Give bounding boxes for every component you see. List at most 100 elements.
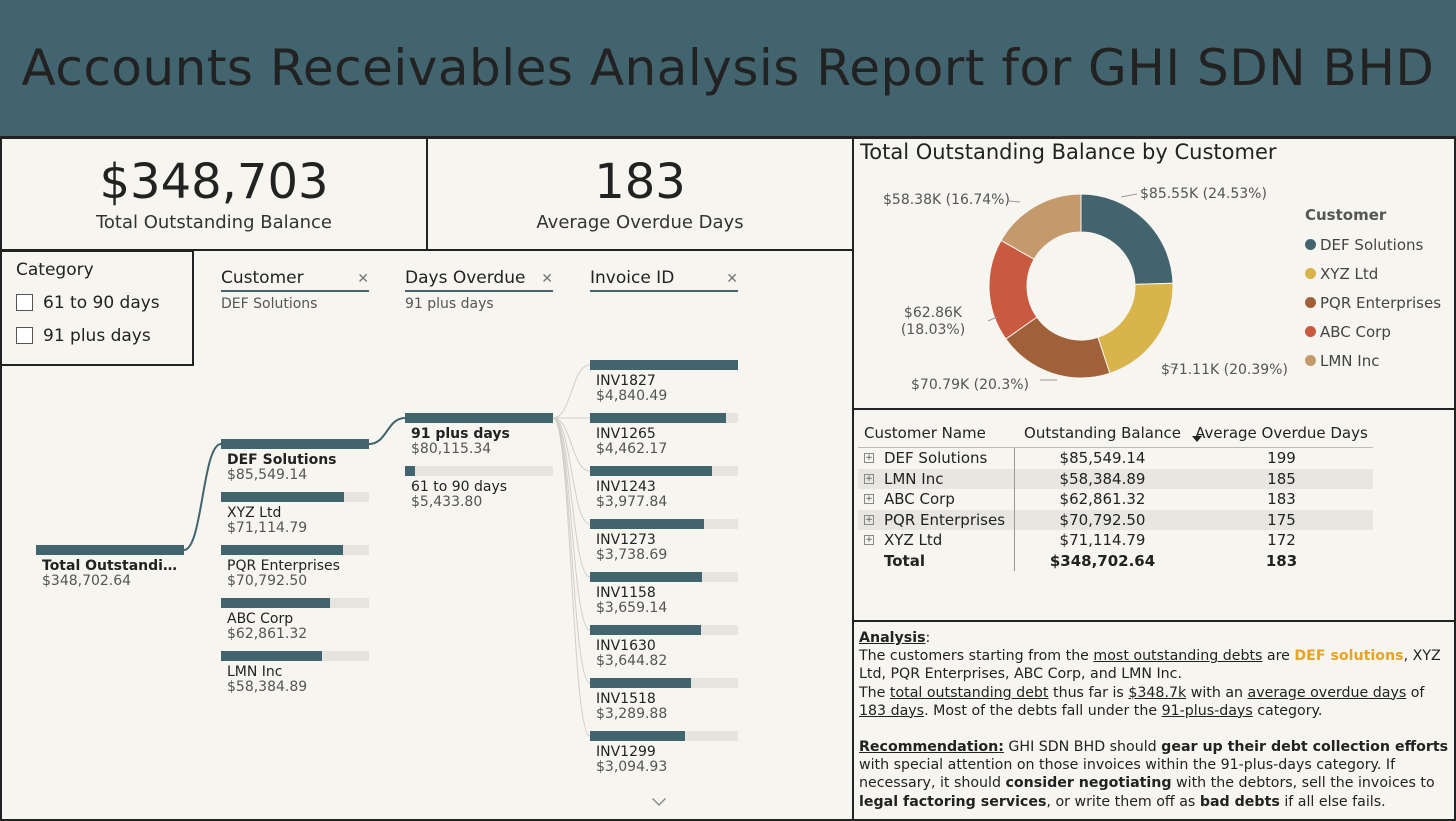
bar-fill [590, 572, 702, 582]
expand-icon[interactable]: + [864, 535, 874, 546]
text: of [1406, 684, 1425, 701]
legend-item[interactable]: ABC Corp [1305, 317, 1441, 346]
tree-node-days[interactable]: 61 to 90 days $5,433.80 [405, 466, 553, 510]
tree-node-invoice[interactable]: INV1630 $3,644.82 [590, 625, 738, 669]
tree-node-invoice[interactable]: INV1273 $3,738.69 [590, 519, 738, 563]
bar-fill [590, 678, 691, 688]
slicer-option[interactable]: 91 plus days [16, 319, 178, 352]
tree-node-customer[interactable]: LMN Inc $58,384.89 [221, 651, 369, 695]
legend-item[interactable]: PQR Enterprises [1305, 288, 1441, 317]
bar-track [221, 492, 369, 502]
table-row[interactable]: + PQR Enterprises $70,792.50 175 [858, 509, 1373, 530]
close-icon[interactable]: ✕ [541, 271, 553, 287]
expand-icon[interactable]: + [864, 453, 874, 464]
expand-icon[interactable]: + [864, 494, 874, 505]
report-title: Accounts Receivables Analysis Report for… [21, 39, 1435, 97]
tree-node-customer[interactable]: DEF Solutions $85,549.14 [221, 439, 369, 483]
kpi-card-overdue-days: 183 Average Overdue Days [426, 137, 854, 251]
tree-node-invoice[interactable]: INV1265 $4,462.17 [590, 413, 738, 457]
node-label: 91 plus days [411, 427, 510, 442]
kpi-label: Total Outstanding Balance [95, 211, 333, 233]
tree-node-invoice[interactable]: INV1518 $3,289.88 [590, 678, 738, 722]
table-row[interactable]: + XYZ Ltd $71,114.79 172 [858, 530, 1373, 551]
tree-node-invoice[interactable]: INV1158 $3,659.14 [590, 572, 738, 616]
leader-line [1163, 364, 1179, 370]
legend-title: Customer [1305, 206, 1387, 224]
legend-dot [1305, 297, 1316, 308]
cell: 185 [1267, 469, 1296, 488]
cell: Total [858, 550, 1015, 571]
bar-track [405, 413, 553, 423]
level-header-invoice-id[interactable]: Invoice ID ✕ [590, 268, 738, 292]
close-icon[interactable]: ✕ [726, 271, 738, 287]
legend-item[interactable]: DEF Solutions [1305, 230, 1441, 259]
bar-track [221, 439, 369, 449]
checkbox[interactable] [16, 327, 33, 344]
node-label: INV1299 [596, 745, 656, 760]
text: average overdue days [1247, 684, 1407, 701]
tree-node-customer[interactable]: PQR Enterprises $70,792.50 [221, 545, 369, 589]
donut-slice[interactable] [1080, 193, 1174, 285]
column-header[interactable]: Customer Name [864, 423, 986, 442]
slicer-option-label: 91 plus days [43, 325, 151, 346]
cell: LMN Inc [884, 469, 944, 488]
tree-node-invoice[interactable]: INV1827 $4,840.49 [590, 360, 738, 404]
node-value: $3,094.93 [596, 759, 668, 775]
cell: $58,384.89 [1059, 469, 1146, 488]
node-label: INV1243 [596, 480, 656, 495]
level-name: Days Overdue [405, 268, 526, 288]
tree-node-days[interactable]: 91 plus days $80,115.34 [405, 413, 553, 457]
node-label: PQR Enterprises [227, 559, 340, 574]
legend-item[interactable]: XYZ Ltd [1305, 259, 1441, 288]
bar-fill [590, 466, 712, 476]
node-label: LMN Inc [227, 665, 283, 680]
tree-node-root[interactable]: Total Outstandin… $348,702.64 [36, 545, 184, 589]
text: , XYZ Ltd, PQR Enterprises, ABC Corp, an… [859, 648, 1441, 683]
level-header-customer[interactable]: Customer ✕ DEF Solutions [221, 268, 369, 312]
close-icon[interactable]: ✕ [357, 271, 369, 287]
node-value: $80,115.34 [411, 441, 492, 457]
legend-label: DEF Solutions [1320, 235, 1424, 254]
text: . Most of the debts fall under the [924, 702, 1162, 719]
node-value: $62,861.32 [227, 626, 308, 642]
tree-node-customer[interactable]: ABC Corp $62,861.32 [221, 598, 369, 642]
customer-table: Customer Name Outstanding Balance Averag… [858, 418, 1373, 571]
slicer-option[interactable]: 61 to 90 days [16, 286, 178, 319]
legend-item[interactable]: LMN Inc [1305, 346, 1441, 375]
tree-node-invoice[interactable]: INV1299 $3,094.93 [590, 731, 738, 775]
node-label: INV1158 [596, 586, 656, 601]
table-row[interactable]: + LMN Inc $58,384.89 185 [858, 468, 1373, 489]
node-value: $3,738.69 [596, 547, 668, 563]
text: are [1262, 648, 1295, 665]
checkbox[interactable] [16, 294, 33, 311]
bar-fill [221, 651, 322, 661]
node-value: $4,840.49 [596, 388, 668, 404]
node-value: $3,644.82 [596, 653, 668, 669]
cell: 183 [1267, 490, 1296, 509]
sort-desc-icon[interactable] [1192, 436, 1202, 442]
table-row[interactable]: + DEF Solutions $85,549.14 199 [858, 448, 1373, 469]
donut-slice[interactable] [1000, 193, 1082, 260]
bar-track [221, 598, 369, 608]
table-row[interactable]: + ABC Corp $62,861.32 183 [858, 489, 1373, 510]
text: 183 days [859, 702, 925, 719]
bar-fill [590, 360, 738, 370]
text: thus far is [1048, 684, 1129, 701]
bar-track [590, 731, 738, 741]
node-label: INV1827 [596, 374, 656, 389]
level-name: Customer [221, 268, 304, 288]
expand-icon[interactable]: + [864, 473, 874, 484]
level-header-days-overdue[interactable]: Days Overdue ✕ 91 plus days [405, 268, 553, 312]
bar-fill [405, 413, 553, 423]
expand-icon[interactable]: + [864, 514, 874, 525]
column-header[interactable]: Outstanding Balance [1024, 423, 1181, 442]
node-value: $4,462.17 [596, 441, 668, 457]
tree-node-customer[interactable]: XYZ Ltd $71,114.79 [221, 492, 369, 536]
column-header[interactable]: Average Overdue Days [1195, 423, 1368, 442]
text: The [859, 684, 890, 701]
tree-node-invoice[interactable]: INV1243 $3,977.84 [590, 466, 738, 510]
donut-slice[interactable] [1097, 282, 1174, 374]
node-value: $348,702.64 [42, 573, 132, 589]
donut-chart [987, 193, 1179, 381]
cell: $71,114.79 [1059, 531, 1146, 550]
